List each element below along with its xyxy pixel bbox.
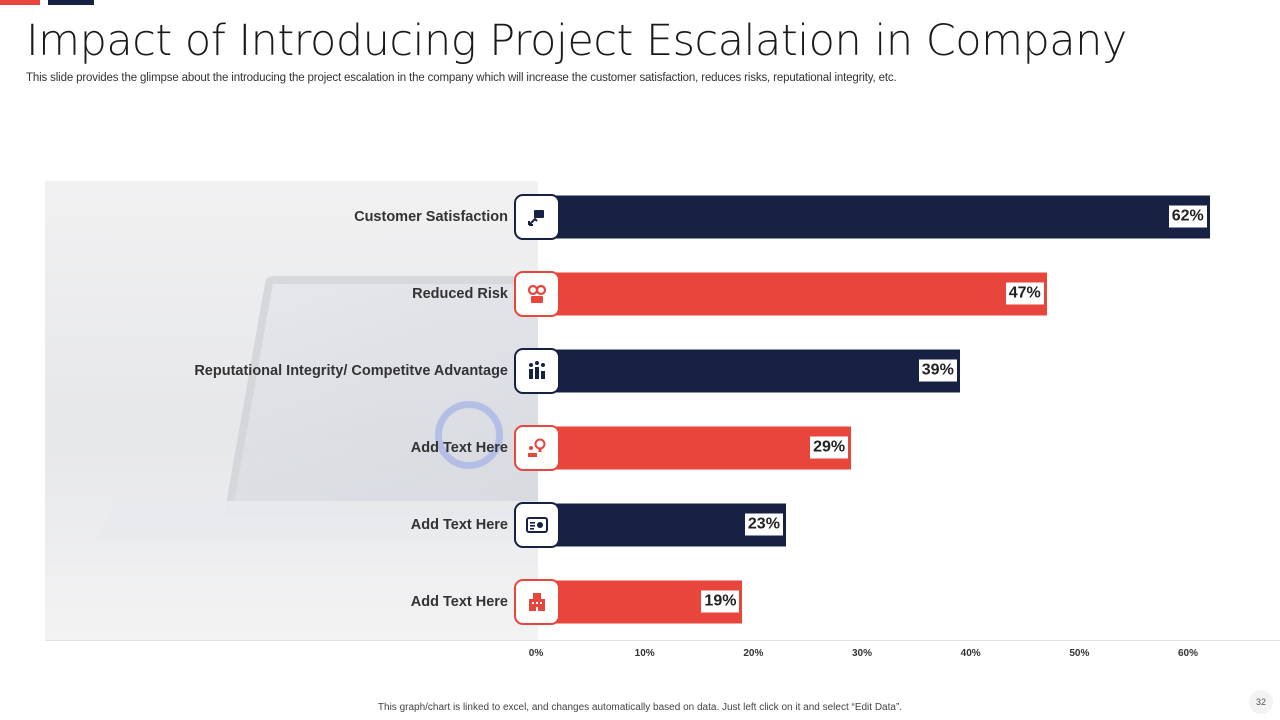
footer-note: This graph/chart is linked to excel, and… [377, 702, 903, 713]
bar-value-label: 29% [810, 436, 849, 459]
page-subtitle: This slide provides the glimpse about th… [26, 72, 897, 84]
x-tick-label: 20% [743, 648, 764, 659]
laptop-base [93, 501, 538, 541]
laptop-background-image [45, 181, 538, 640]
bar-3: 39% [536, 349, 960, 393]
bar-value-label: 23% [744, 513, 783, 536]
chart-baseline [45, 640, 1280, 641]
laptop-screen [223, 276, 538, 517]
bar-value-label: 39% [918, 359, 957, 382]
page-title: Impact of Introducing Project Escalation… [26, 16, 1127, 66]
x-tick-label: 60% [1177, 648, 1199, 659]
bar-4: 29% [536, 426, 852, 470]
x-tick-label: 50% [1069, 648, 1090, 659]
accent-bar-navy [48, 0, 94, 5]
x-tick-label: 10% [634, 648, 655, 659]
bar-6: 19% [536, 580, 743, 624]
bar-5: 23% [536, 503, 786, 547]
bar-1: 62% [536, 195, 1210, 239]
x-tick-label: 40% [960, 648, 981, 659]
accent-bar-red [0, 0, 40, 5]
bar-value-label: 62% [1168, 205, 1207, 228]
x-tick-label: 30% [851, 648, 873, 659]
x-tick-label: 0% [528, 648, 544, 659]
page-number: 32 [1249, 690, 1273, 714]
bar-value-label: 19% [701, 590, 740, 613]
bar-value-label: 47% [1005, 282, 1044, 305]
laptop-donut-graphic [435, 401, 503, 469]
bar-2: 47% [536, 272, 1047, 316]
